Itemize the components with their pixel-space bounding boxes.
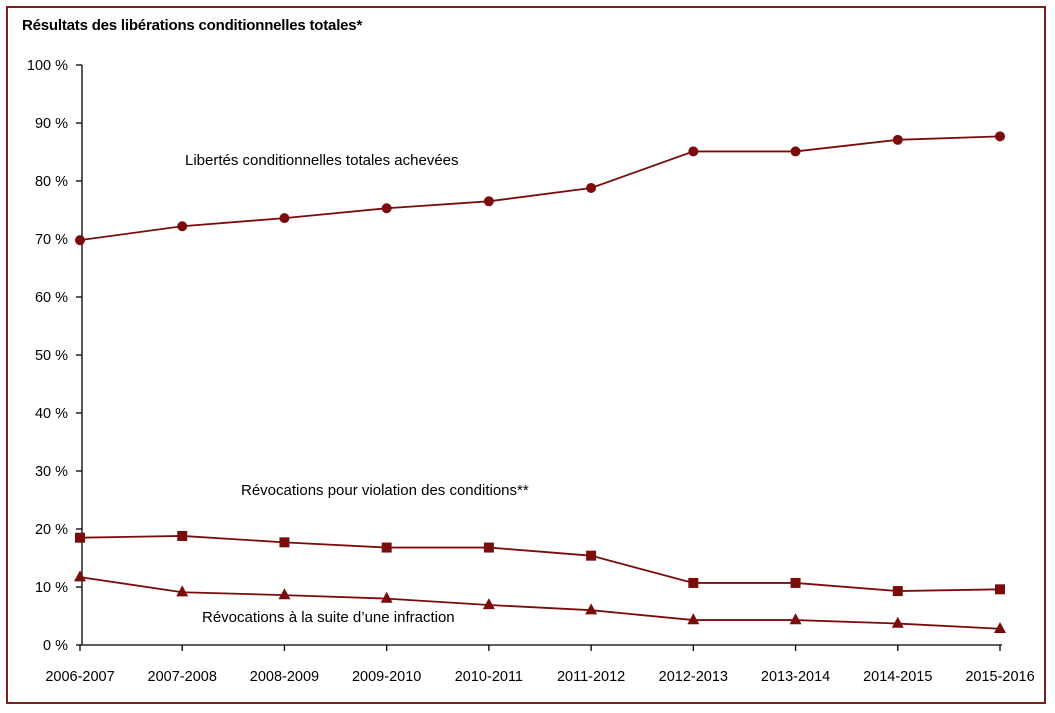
series-line <box>79 135 1001 242</box>
data-point <box>995 584 1005 595</box>
x-tick-label: 2014-2015 <box>863 669 932 685</box>
data-point <box>994 621 1006 633</box>
y-tick-label: 20 % <box>35 522 68 538</box>
data-point <box>790 577 801 588</box>
y-tick-label: 70 % <box>35 232 68 248</box>
data-point <box>279 537 290 548</box>
data-point <box>586 550 597 561</box>
data-point <box>790 146 801 157</box>
x-tick-label: 2009-2010 <box>352 669 421 685</box>
data-point <box>177 530 188 541</box>
series-line <box>79 535 1001 592</box>
data-point <box>74 570 86 582</box>
data-point <box>279 213 290 224</box>
series-label: Libertés conditionnelles totales achevée… <box>185 152 459 169</box>
data-point <box>482 598 495 610</box>
data-point <box>75 235 85 246</box>
x-tick-label: 2011-2012 <box>557 669 625 685</box>
y-tick-label: 60 % <box>35 290 68 306</box>
data-point <box>380 591 393 603</box>
x-tick-label: 2007-2008 <box>148 669 217 685</box>
y-tick-label: 0 % <box>43 638 68 654</box>
data-point <box>789 613 802 625</box>
y-tick-label: 90 % <box>35 116 68 132</box>
y-tick-label: 80 % <box>35 174 68 190</box>
data-point <box>278 588 291 600</box>
data-point <box>381 542 392 553</box>
data-point <box>892 134 903 145</box>
x-tick-label: 2015-2016 <box>965 669 1034 685</box>
series-line <box>79 576 1001 630</box>
data-point <box>688 146 699 157</box>
x-tick-label: 2012-2013 <box>659 669 728 685</box>
series-square <box>75 530 1005 597</box>
data-point <box>585 603 598 615</box>
axes: 0 % 10 % 20 % 30 % 40 % 50 % 60 % 70 % 80 % 90 % 1… <box>27 58 1035 685</box>
data-point <box>687 613 700 625</box>
data-point <box>586 182 597 193</box>
data-point <box>892 586 903 597</box>
x-tick-label: 2008-2009 <box>250 669 319 685</box>
series-circle <box>75 131 1005 246</box>
data-point <box>381 203 392 214</box>
y-tick-label: 10 % <box>35 580 68 596</box>
chart-title: Résultats des libérations conditionnelle… <box>22 17 363 34</box>
series-layer <box>74 131 1006 633</box>
data-point <box>177 221 188 232</box>
series-labels: Libertés conditionnelles totales achevée… <box>185 152 529 626</box>
x-tick-label: 2013-2014 <box>761 669 830 685</box>
series-triangle <box>74 570 1006 633</box>
chart-frame <box>6 6 1046 704</box>
series-label: Révocations à la suite d’une infraction <box>202 609 455 626</box>
data-point <box>483 196 494 207</box>
x-tick-label: 2010-2011 <box>455 669 523 685</box>
data-point <box>75 532 85 543</box>
y-tick-label: 30 % <box>35 464 68 480</box>
x-tick-label: 2006-2007 <box>45 669 114 685</box>
data-point <box>688 577 699 588</box>
data-point <box>891 616 904 628</box>
y-tick-label: 50 % <box>35 348 68 364</box>
y-tick-label: 40 % <box>35 406 68 422</box>
data-point <box>995 131 1005 142</box>
series-label: Révocations pour violation des condition… <box>241 482 529 499</box>
data-point <box>176 585 189 597</box>
y-tick-label: 100 % <box>27 58 68 74</box>
data-point <box>483 542 494 553</box>
